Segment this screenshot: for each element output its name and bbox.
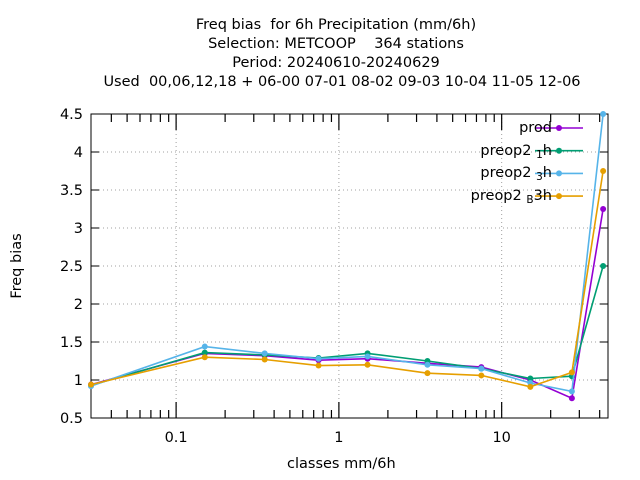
y-tick-label: 0.5	[60, 411, 83, 427]
data-point	[88, 381, 94, 388]
y-tick-label: 4	[74, 145, 83, 161]
data-point	[478, 372, 485, 379]
data-point	[568, 369, 575, 376]
y-tick-label: 3	[74, 221, 83, 237]
legend-entry-2: preop2 1h	[480, 142, 552, 161]
y-tick-label: 2	[74, 297, 83, 313]
data-point	[527, 383, 534, 390]
series-line-2	[90, 265, 604, 387]
legend-swatch-marker	[556, 193, 562, 200]
legend-entry-1: prod	[519, 120, 552, 136]
legend-entry-4: preop2 B3h	[470, 188, 552, 207]
data-point	[364, 353, 371, 360]
y-axis-label: Freq bias	[9, 233, 25, 299]
data-point	[424, 370, 431, 377]
data-point	[568, 395, 575, 402]
data-point	[568, 388, 575, 395]
y-tick-label: 4.5	[60, 107, 83, 123]
data-point	[527, 375, 534, 382]
y-tick-label: 1.5	[60, 335, 83, 351]
title-line-4: Used 00,06,12,18 + 06-00 07-01 08-02 09-…	[103, 74, 581, 90]
data-point	[478, 365, 485, 372]
data-point	[424, 361, 431, 368]
legend-swatch-marker	[556, 125, 562, 131]
legend-swatch-marker	[556, 170, 562, 177]
x-tick-label: 1	[334, 430, 343, 446]
x-tick-label: 10	[492, 430, 510, 446]
series-line-4	[90, 170, 604, 388]
y-tick-label: 2.5	[60, 259, 83, 275]
data-point	[364, 361, 371, 368]
x-tick-label: 0.1	[165, 430, 188, 446]
data-point	[600, 168, 607, 174]
title-line-3: Period: 20240610-20240629	[232, 55, 440, 71]
data-point	[261, 356, 268, 363]
series-line-3	[90, 113, 604, 393]
data-point	[600, 206, 607, 212]
legend-entry-3: preop2 3h	[480, 165, 552, 184]
plot-frame	[90, 113, 609, 419]
data-point	[315, 362, 322, 369]
x-axis-label: classes mm/6h	[287, 456, 396, 472]
data-point	[201, 349, 208, 356]
data-point	[201, 354, 208, 361]
y-tick-label: 1	[74, 373, 83, 389]
data-point	[600, 111, 607, 117]
data-point	[600, 263, 607, 269]
data-point	[261, 350, 268, 357]
data-point	[201, 343, 208, 350]
title-line-1: Freq bias for 6h Precipitation (mm/6h)	[195, 17, 477, 33]
title-line-2: Selection: METCOOP 364 stations	[208, 36, 464, 52]
data-point	[315, 355, 322, 362]
legend-swatch-marker	[556, 147, 562, 154]
y-tick-label: 3.5	[60, 183, 83, 199]
